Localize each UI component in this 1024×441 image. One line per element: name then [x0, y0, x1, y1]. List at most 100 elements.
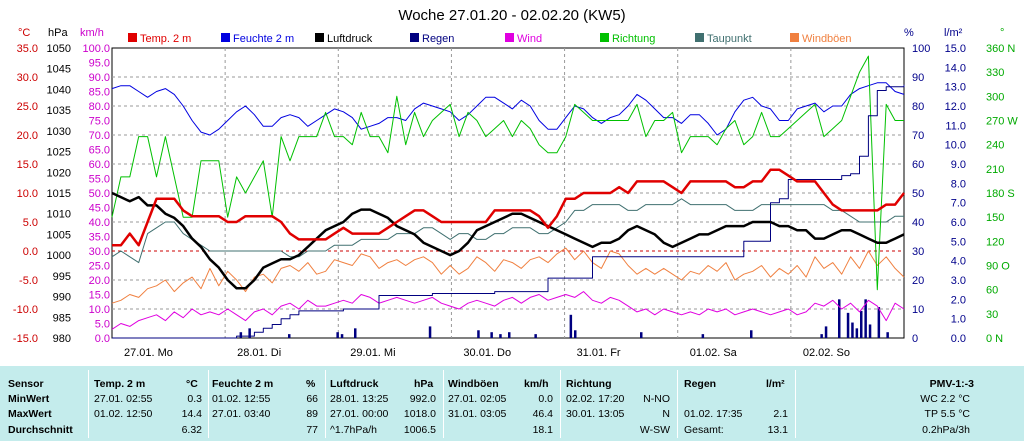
temp-min-value: 0.3: [187, 393, 202, 405]
series-line-luftdruck: [111, 191, 905, 290]
chart-title: Woche 27.01.20 - 02.02.20 (KW5): [398, 7, 625, 24]
axis-tick-label: 985: [53, 312, 71, 324]
x-tick-label: 01.02. Sa: [690, 347, 738, 359]
axis-tick-label: 1040: [47, 84, 71, 96]
axis-tick-label: 10.0: [945, 140, 966, 152]
axis-tick-label: 1015: [47, 188, 71, 200]
axis-tick-label: 40.0: [89, 217, 110, 229]
axis-tick-label: 50: [912, 188, 924, 200]
rain-bar: [248, 328, 251, 338]
axis-tick-label: 55.0: [89, 174, 110, 186]
axis-tick-label: 11.0: [945, 120, 966, 132]
axis-tick-label: 10.0: [89, 304, 110, 316]
axis-tick-label: 60: [912, 159, 924, 171]
legend-swatch: [505, 33, 514, 42]
axis-tick-label: 30.0: [17, 72, 38, 84]
axis-tick-label: 1020: [47, 167, 71, 179]
direction-min-value: N-NO: [643, 393, 670, 405]
axis-tick-label: 2.0: [951, 294, 966, 306]
axis-tick-label: 10: [912, 304, 924, 316]
axis-tick-label: 6.0: [951, 217, 966, 229]
axis-tick-label: 15.0: [89, 290, 110, 302]
legend-swatch: [128, 33, 137, 42]
stats-header-gusts: Windböen: [448, 378, 499, 390]
stats-unit-gusts: km/h: [524, 378, 549, 390]
axis-tick-label: 5.0: [951, 236, 966, 248]
series-line-wind: [111, 291, 905, 330]
series-line-taupunkt: [111, 198, 904, 264]
axis-tick-label: 80.0: [89, 101, 110, 113]
pressure-max-time: 27.01. 00:00: [330, 408, 389, 420]
temp-max-time: 01.02. 12:50: [94, 408, 153, 420]
rain-bar: [868, 324, 872, 338]
direction-avg-value: W-SW: [639, 424, 670, 436]
legend-label: Windböen: [802, 33, 852, 45]
rain-bar: [508, 332, 511, 338]
humidity-min-time: 01.02. 12:55: [212, 393, 271, 405]
direction-max-value: N: [662, 408, 670, 420]
legend-swatch: [600, 33, 609, 42]
direction-max-time: 30.01. 13:05: [566, 408, 625, 420]
rain-bar: [574, 330, 577, 338]
axis-tick-label: 45.0: [89, 203, 110, 215]
rain-bar: [477, 330, 480, 338]
rain-max-value: 2.1: [773, 408, 788, 420]
axis-tick-label: 35.0: [89, 232, 110, 244]
rain-bar: [336, 332, 339, 338]
rain-bar: [569, 314, 573, 338]
axis-tick-label: 25.0: [89, 261, 110, 273]
legend-swatch: [695, 33, 704, 42]
axis-tick-label: 990: [53, 292, 71, 304]
stats-unit-humidity: %: [306, 378, 316, 390]
legend-swatch: [221, 33, 230, 42]
axis-tick-label: 20.0: [89, 275, 110, 287]
rain-bar: [239, 332, 243, 338]
axis-tick-label: 8.0: [951, 178, 966, 190]
humidity-min-value: 66: [306, 393, 318, 405]
axis-tick-label: 240: [986, 140, 1004, 152]
stats-header-pressure: Luftdruck: [330, 378, 379, 390]
axis-tick-label: 270 W: [986, 116, 1018, 128]
axis-tick-label: -5.0: [19, 275, 38, 287]
humidity-max-time: 27.01. 03:40: [212, 408, 271, 420]
pressure-max-value: 1018.0: [403, 408, 436, 420]
axis-tick-label: 980: [53, 333, 71, 345]
pressure-min-value: 992.0: [409, 393, 436, 405]
stats-header-direction: Richtung: [566, 378, 612, 390]
rain-bar: [877, 307, 881, 338]
rain-bar: [886, 332, 889, 338]
rain-bar: [288, 334, 291, 338]
axis-tick-label: 30: [986, 309, 998, 321]
rain-bar: [490, 332, 493, 338]
direction-min-time: 02.02. 17:20: [566, 393, 625, 405]
axis-tick-label: 0: [912, 333, 918, 345]
rain-bar: [855, 328, 859, 338]
x-tick-label: 29.01. Mi: [350, 347, 395, 359]
axis-tick-label: 15.0: [945, 43, 966, 55]
axis-tick-label: 210: [986, 164, 1004, 176]
axis-tick-label: 20.0: [17, 130, 38, 142]
axis-tick-label: 100.0: [82, 43, 110, 55]
axis-tick-label: 12.0: [945, 101, 966, 113]
axis-tick-label: 120: [986, 236, 1004, 248]
axis-tick-label: 15.0: [17, 159, 38, 171]
gusts-max-value: 46.4: [532, 408, 553, 420]
axis-tick-label: 30.0: [89, 246, 110, 258]
gusts-avg-value: 18.1: [532, 424, 553, 436]
x-tick-label: 28.01. Di: [237, 347, 281, 359]
stats-header-pmv: PMV-1:-3: [929, 378, 974, 390]
axis-tick-label: 90 O: [986, 261, 1010, 273]
axis-tick-label: 1005: [47, 229, 71, 241]
stats-header-rain: Regen: [684, 378, 717, 390]
pressure-min-time: 28.01. 13:25: [330, 393, 389, 405]
temp-max-value: 14.4: [181, 408, 202, 420]
legend-label: Richtung: [612, 33, 655, 45]
axis-tick-label: -10.0: [13, 304, 38, 316]
axis-tick-label: 150: [986, 212, 1004, 224]
axis-tick-label: 40: [912, 217, 924, 229]
weather-chart: Woche 27.01.20 - 02.02.20 (KW5) Temp. 2 …: [12, 7, 1019, 359]
axis-tick-label: 25.0: [17, 101, 38, 113]
axis-tick-label: 0 N: [986, 333, 1003, 345]
legend-label: Wind: [517, 33, 542, 45]
temp-min-time: 27.01. 02:55: [94, 393, 153, 405]
